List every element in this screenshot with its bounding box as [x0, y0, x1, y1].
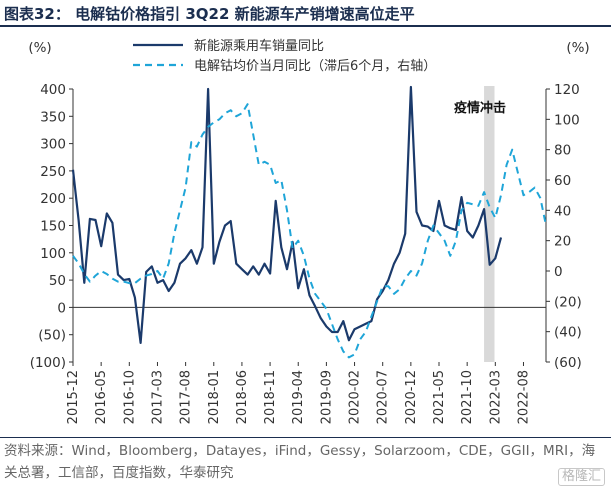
x-tick-label: 2016-10 — [122, 370, 137, 424]
x-tick-label: 2021-05 — [432, 370, 447, 424]
x-tick-label: 2015-12 — [66, 370, 81, 424]
right-tick-label: 120 — [554, 82, 580, 98]
right-tick-label: 60 — [554, 173, 571, 189]
x-tick-label: 2017-03 — [150, 370, 165, 424]
annotation-band — [484, 86, 495, 362]
x-tick-label: 2020-12 — [404, 370, 419, 424]
right-tick-label: (40) — [554, 325, 582, 341]
annotation-label: 疫情冲击 — [454, 100, 506, 116]
right-axis-label: (%) — [566, 40, 589, 56]
x-tick-label: 2018-06 — [235, 370, 250, 424]
x-tick-label: 2018-11 — [263, 370, 278, 424]
right-tick-label: 40 — [554, 203, 571, 219]
left-tick-label: (50) — [38, 328, 66, 344]
legend-label: 电解钴均价当月同比（滞后6个月，右轴） — [194, 59, 436, 74]
source-note: 资料来源：Wind，Bloomberg，Datayes，iFind，Gessy，… — [4, 443, 596, 481]
right-tick-label: 100 — [554, 112, 580, 128]
x-tick-label: 2019-04 — [291, 370, 306, 424]
sales-yoy-line — [71, 85, 503, 344]
title-rule — [0, 25, 611, 27]
chart-title: 图表32： 电解钴价格指引 3Q22 新能源车产销增速高位走平 — [4, 5, 415, 23]
legend-label: 新能源乘用车销量同比 — [194, 38, 324, 54]
right-tick-label: (60) — [554, 355, 582, 371]
left-tick-label: 250 — [40, 164, 66, 180]
right-tick-label: (20) — [554, 294, 582, 310]
watermark-logo: 格隆汇 — [557, 468, 605, 486]
left-tick-label: 300 — [40, 137, 66, 153]
x-tick-label: 2018-01 — [207, 370, 222, 424]
right-tick-label: 80 — [554, 143, 571, 159]
x-tick-label: 2022-08 — [516, 370, 531, 424]
left-tick-label: 150 — [40, 219, 66, 235]
title-bar: 图表32： 电解钴价格指引 3Q22 新能源车产销增速高位走平 — [0, 0, 611, 27]
left-tick-label: 200 — [40, 191, 66, 207]
right-tick-label: 20 — [554, 234, 571, 250]
x-tick-label: 2022-03 — [488, 370, 503, 424]
x-tick-label: 2019-09 — [319, 370, 334, 424]
line-chart: 疫情冲击400350300250200150100500(50)(100)(%)… — [28, 38, 589, 424]
left-tick-label: 50 — [49, 273, 66, 289]
x-tick-label: 2016-05 — [94, 370, 109, 424]
x-tick-label: 2021-10 — [460, 370, 475, 424]
source-rule — [0, 437, 611, 438]
x-tick-label: 2020-02 — [348, 370, 363, 424]
left-tick-label: 100 — [40, 246, 66, 262]
left-tick-label: 400 — [40, 82, 66, 98]
left-tick-label: 0 — [57, 300, 66, 316]
left-tick-label: 350 — [40, 109, 66, 125]
cobalt-price-yoy-line — [72, 103, 547, 359]
left-axis-label: (%) — [28, 40, 51, 56]
x-tick-label: 2017-08 — [179, 370, 194, 424]
x-tick-label: 2020-07 — [376, 370, 391, 424]
right-tick-label: 0 — [554, 264, 563, 280]
left-tick-label: (100) — [30, 355, 66, 371]
